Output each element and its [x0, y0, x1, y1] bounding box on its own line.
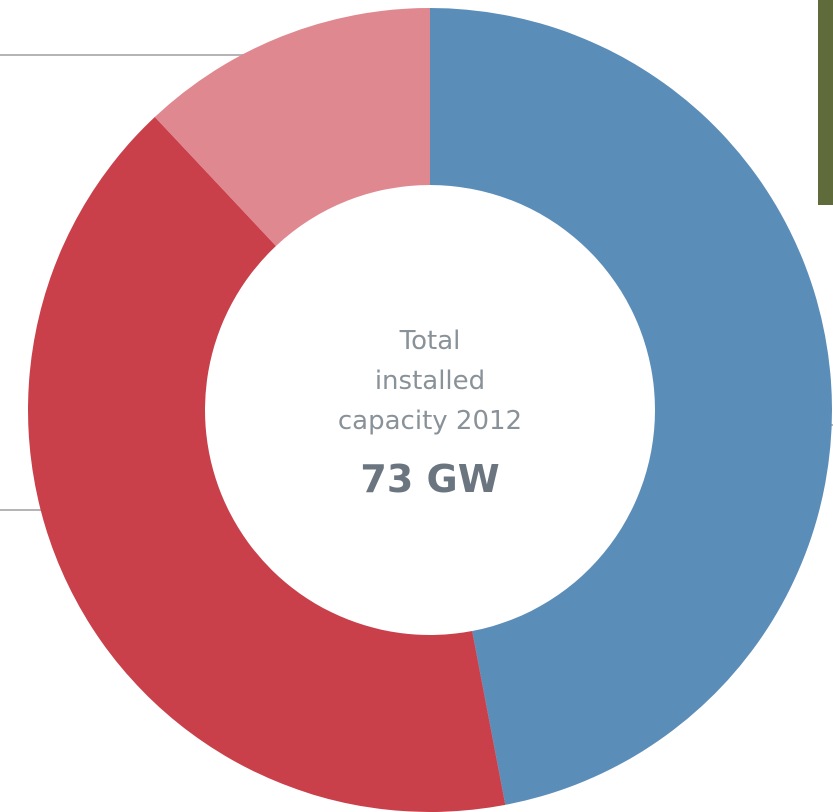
center-value: 73 GW	[360, 457, 499, 501]
donut-slice	[430, 8, 833, 805]
photo	[818, 0, 833, 205]
donut-slice	[154, 8, 430, 246]
center-text: installed	[375, 366, 485, 396]
center-label: Total installed capacity 2012 73 GW	[338, 326, 522, 501]
donut-slice	[28, 116, 506, 812]
donut	[28, 8, 833, 812]
center-text: Total	[399, 326, 461, 356]
center-text: capacity 2012	[338, 406, 522, 436]
